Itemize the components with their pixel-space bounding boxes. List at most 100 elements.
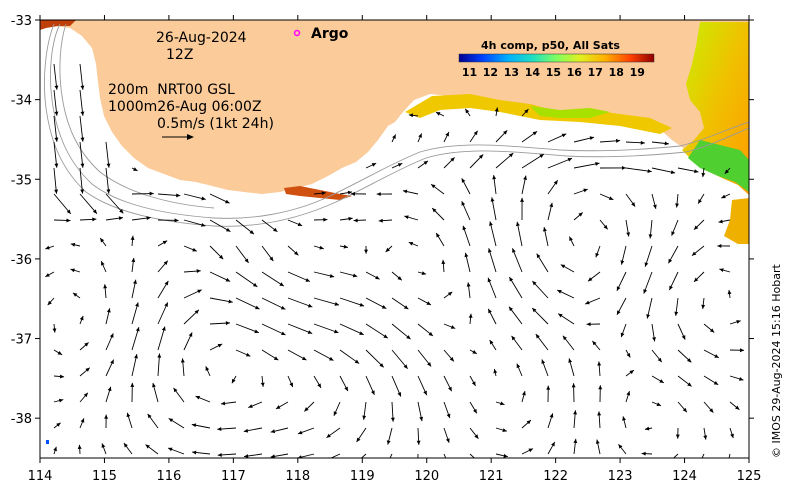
velocity-arrow — [378, 218, 393, 223]
x-tick-label: 117 — [221, 469, 246, 484]
velocity-arrow — [675, 193, 679, 208]
velocity-arrow — [53, 374, 65, 379]
velocity-arrow — [622, 416, 627, 429]
y-tick-label: -36 — [11, 253, 32, 268]
velocity-arrow — [547, 413, 554, 429]
velocity-arrow — [729, 320, 741, 325]
velocity-arrow — [209, 245, 224, 260]
velocity-arrow — [261, 297, 286, 310]
velocity-arrow — [79, 115, 85, 142]
velocity-arrow — [431, 207, 445, 221]
velocity-arrow — [417, 349, 432, 367]
velocity-arrow — [408, 241, 419, 247]
velocity-arrow — [586, 322, 601, 327]
velocity-arrow — [235, 297, 260, 310]
colorbar-tick-label: 16 — [567, 66, 583, 79]
argo-float-marker[interactable] — [293, 29, 301, 37]
scale-label: 0.5m/s (1kt 24h) — [157, 116, 274, 132]
velocity-arrow — [435, 111, 445, 117]
x-tick-label: 114 — [28, 469, 53, 484]
velocity-arrow — [547, 441, 556, 455]
velocity-arrow — [402, 189, 419, 195]
velocity-arrow — [235, 349, 251, 357]
velocity-arrow — [157, 260, 169, 273]
velocity-arrow — [304, 401, 315, 412]
velocity-arrow — [313, 323, 339, 334]
velocity-arrow — [131, 216, 151, 221]
velocity-arrow — [562, 335, 575, 351]
velocity-arrow — [365, 162, 377, 169]
velocity-arrow — [72, 292, 81, 299]
velocity-arrow — [616, 297, 627, 316]
velocity-arrow — [557, 313, 575, 325]
velocity-arrow — [261, 271, 285, 287]
velocity-arrow — [313, 349, 334, 361]
velocity-arrow — [157, 240, 168, 247]
velocity-arrow — [693, 219, 705, 231]
velocity-arrow — [105, 167, 111, 194]
velocity-arrow — [389, 453, 393, 458]
velocity-arrow — [625, 391, 631, 403]
velocity-arrow — [625, 219, 631, 237]
bathymetry-contours — [44, 23, 749, 227]
velocity-arrow — [147, 413, 159, 429]
velocity-arrow — [47, 297, 55, 306]
velocity-arrow — [231, 375, 237, 384]
velocity-arrow — [365, 323, 389, 339]
velocity-arrow — [209, 297, 233, 304]
velocity-arrow — [45, 271, 55, 278]
velocity-arrow — [79, 63, 85, 90]
velocity-arrow — [599, 138, 621, 143]
velocity-arrow — [362, 401, 367, 420]
velocity-arrow — [651, 141, 669, 146]
velocity-arrow — [598, 385, 603, 403]
velocity-arrow — [495, 427, 507, 432]
sst-corner — [40, 20, 76, 30]
velocity-arrow — [53, 349, 63, 356]
velocity-arrow — [592, 340, 601, 351]
velocity-arrow — [701, 297, 706, 310]
velocity-arrow — [53, 422, 61, 429]
colorbar-tick-label: 19 — [630, 66, 645, 79]
x-tick-label: 120 — [414, 469, 439, 484]
velocity-arrow — [536, 253, 549, 273]
velocity-arrow — [105, 216, 124, 221]
velocity-arrow — [79, 418, 85, 429]
velocity-arrow — [547, 202, 554, 221]
velocity-arrow — [417, 401, 424, 422]
sst-east-south — [724, 198, 749, 244]
velocity-arrow — [597, 361, 602, 377]
velocity-arrow — [145, 444, 159, 455]
velocity-arrow — [261, 245, 274, 262]
velocity-arrow — [573, 438, 578, 455]
velocity-arrow — [79, 217, 97, 222]
velocity-arrow — [313, 191, 326, 196]
velocity-arrow — [671, 219, 679, 236]
velocity-arrow — [260, 375, 265, 387]
x-tick-label: 123 — [608, 469, 633, 484]
velocity-arrow — [573, 161, 600, 169]
argo-label: Argo — [311, 26, 349, 42]
velocity-arrow — [391, 134, 397, 143]
colorbar-tick-label: 12 — [483, 66, 498, 79]
velocity-arrow — [464, 252, 471, 273]
velocity-arrow — [677, 167, 699, 174]
velocity-arrow — [461, 178, 471, 195]
velocity-arrow — [669, 271, 679, 291]
velocity-arrow — [417, 160, 429, 169]
velocity-arrow — [404, 215, 419, 221]
velocity-arrow — [313, 245, 324, 250]
velocity-arrow — [494, 107, 499, 117]
velocity-arrow — [573, 188, 588, 195]
colorbar-tick-label: 13 — [504, 66, 519, 79]
velocity-arrow — [333, 401, 341, 416]
velocity-arrow — [417, 375, 428, 396]
velocity-arrow — [469, 453, 475, 458]
velocity-arrow — [391, 162, 403, 169]
velocity-arrow — [489, 221, 497, 247]
velocity-arrow — [728, 453, 731, 458]
velocity-arrow — [487, 308, 497, 325]
velocity-arrow — [79, 167, 85, 194]
velocity-arrow — [547, 157, 573, 169]
velocity-arrow — [365, 375, 375, 396]
